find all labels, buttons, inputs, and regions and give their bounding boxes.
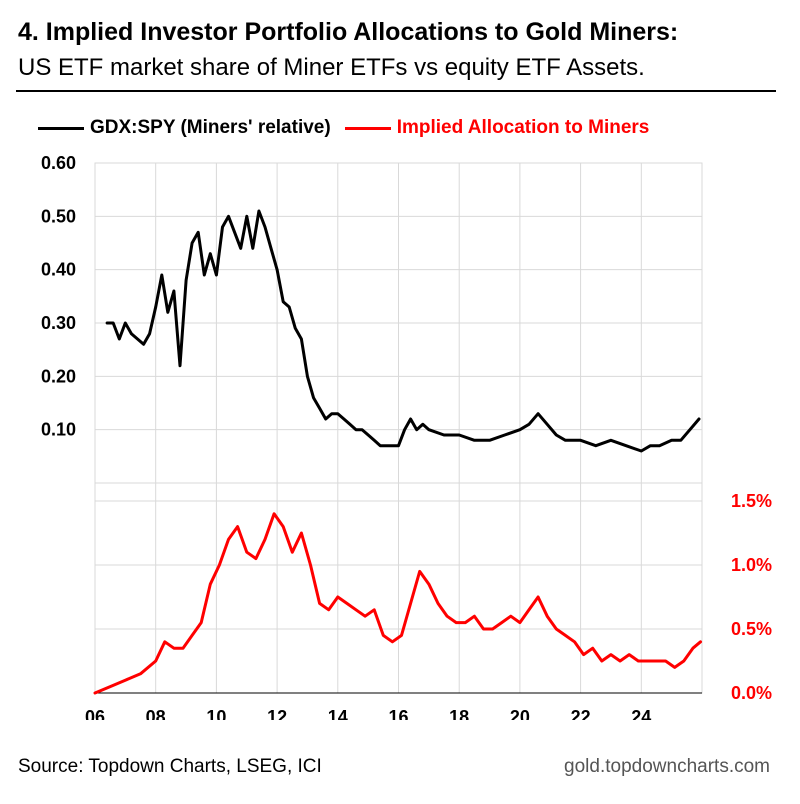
x-tick-label: 20 (510, 707, 530, 720)
website-credit: gold.topdowncharts.com (564, 756, 770, 777)
legend-swatch-red (344, 126, 391, 130)
y-tick-right-label: 0.5% (731, 619, 772, 639)
x-tick-label: 14 (328, 707, 348, 720)
y-tick-left-label: 0.60 (41, 153, 76, 173)
x-tick-label: 12 (267, 707, 287, 720)
y-tick-left-label: 0.40 (41, 260, 76, 280)
x-tick-label: 16 (388, 707, 408, 720)
y-tick-right-label: 1.0% (731, 555, 772, 575)
y-tick-left-label: 0.50 (41, 206, 76, 226)
series-line-miners-relative (105, 209, 701, 453)
legend-label-implied-allocation: Implied Allocation to Miners (396, 117, 650, 138)
x-tick-label: 06 (85, 707, 105, 720)
title-divider (16, 90, 776, 92)
x-tick-label: 22 (571, 707, 591, 720)
legend-label-miners-relative: GDX:SPY (Miners' relative) (90, 117, 331, 138)
y-tick-left-label: 0.30 (41, 313, 76, 333)
series-line-implied-allocation (93, 512, 702, 695)
chart-area: 0.10 0.20 0.30 0.40 0.50 0.60 0.0% 0.5% 1.0% 1.5%… (41, 153, 772, 720)
source-note: Source: Topdown Charts, LSEG, ICI (18, 756, 322, 777)
legend-swatch-black (38, 126, 84, 130)
y-tick-right-label: 0.0% (731, 683, 772, 703)
x-tick-label: 10 (206, 707, 226, 720)
y-tick-left-label: 0.20 (41, 366, 76, 386)
chart-title: 4. Implied Investor Portfolio Allocation… (18, 18, 679, 46)
x-tick-label: 18 (449, 707, 469, 720)
chart-subtitle: US ETF market share of Miner ETFs vs equ… (18, 54, 645, 81)
legend-item-miners-relative: GDX:SPY (Miners' relative) (38, 117, 331, 139)
legend-item-implied-allocation: Implied Allocation to Miners (344, 117, 650, 139)
legend: GDX:SPY (Miners' relative) Implied Alloc… (38, 116, 663, 140)
y-tick-left-label: 0.10 (41, 420, 76, 440)
x-tick-label: 08 (146, 707, 166, 720)
x-tick-label: 24 (631, 707, 651, 720)
y-tick-right-label: 1.5% (731, 491, 772, 511)
